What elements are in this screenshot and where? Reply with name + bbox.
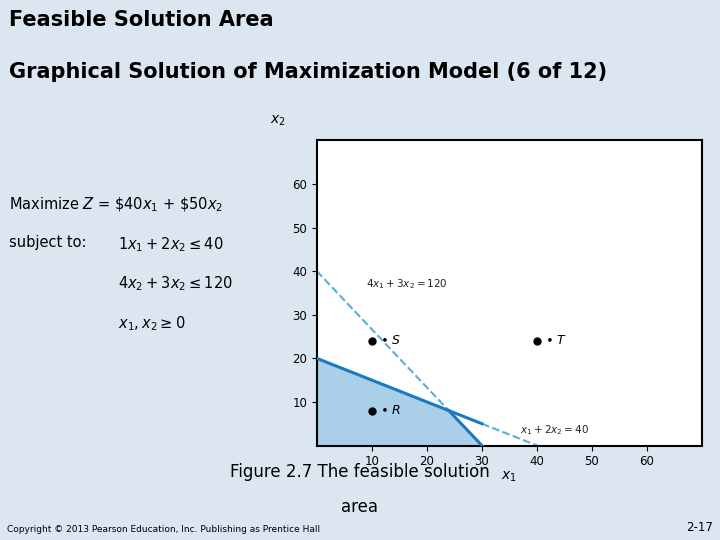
X-axis label: $x_1$: $x_1$ xyxy=(502,470,517,484)
Polygon shape xyxy=(317,359,482,445)
Text: $4x_1 + 3x_2 = 120$: $4x_1 + 3x_2 = 120$ xyxy=(366,278,448,291)
Text: Graphical Solution of Maximization Model (6 of 12): Graphical Solution of Maximization Model… xyxy=(9,62,607,82)
Text: $\bullet$ $\mathit{R}$: $\bullet$ $\mathit{R}$ xyxy=(380,404,401,417)
Text: subject to:: subject to: xyxy=(9,235,87,250)
Text: Figure 2.7 The feasible solution: Figure 2.7 The feasible solution xyxy=(230,463,490,481)
Text: $x_1, x_2 \geq 0$: $x_1, x_2 \geq 0$ xyxy=(117,314,185,333)
Y-axis label: $x_2$: $x_2$ xyxy=(271,114,286,128)
Text: $x_1 + 2x_2 = 40$: $x_1 + 2x_2 = 40$ xyxy=(521,423,590,437)
Text: Feasible Solution Area: Feasible Solution Area xyxy=(9,10,274,30)
Text: 2-17: 2-17 xyxy=(686,521,713,535)
Text: $\bullet$ $\mathit{S}$: $\bullet$ $\mathit{S}$ xyxy=(380,334,402,347)
Text: $\bullet$ $\mathit{T}$: $\bullet$ $\mathit{T}$ xyxy=(545,334,567,347)
Text: Maximize $Z$ = $\$40x_1$ + $\$50x_2$: Maximize $Z$ = $\$40x_1$ + $\$50x_2$ xyxy=(9,195,224,214)
Text: Copyright © 2013 Pearson Education, Inc. Publishing as Prentice Hall: Copyright © 2013 Pearson Education, Inc.… xyxy=(7,525,320,535)
Text: $1x_1 + 2x_2 \leq 40$: $1x_1 + 2x_2 \leq 40$ xyxy=(117,235,223,254)
Text: area: area xyxy=(341,498,379,516)
Text: $4x_2 + 3x_2 \leq 120$: $4x_2 + 3x_2 \leq 120$ xyxy=(117,275,233,293)
